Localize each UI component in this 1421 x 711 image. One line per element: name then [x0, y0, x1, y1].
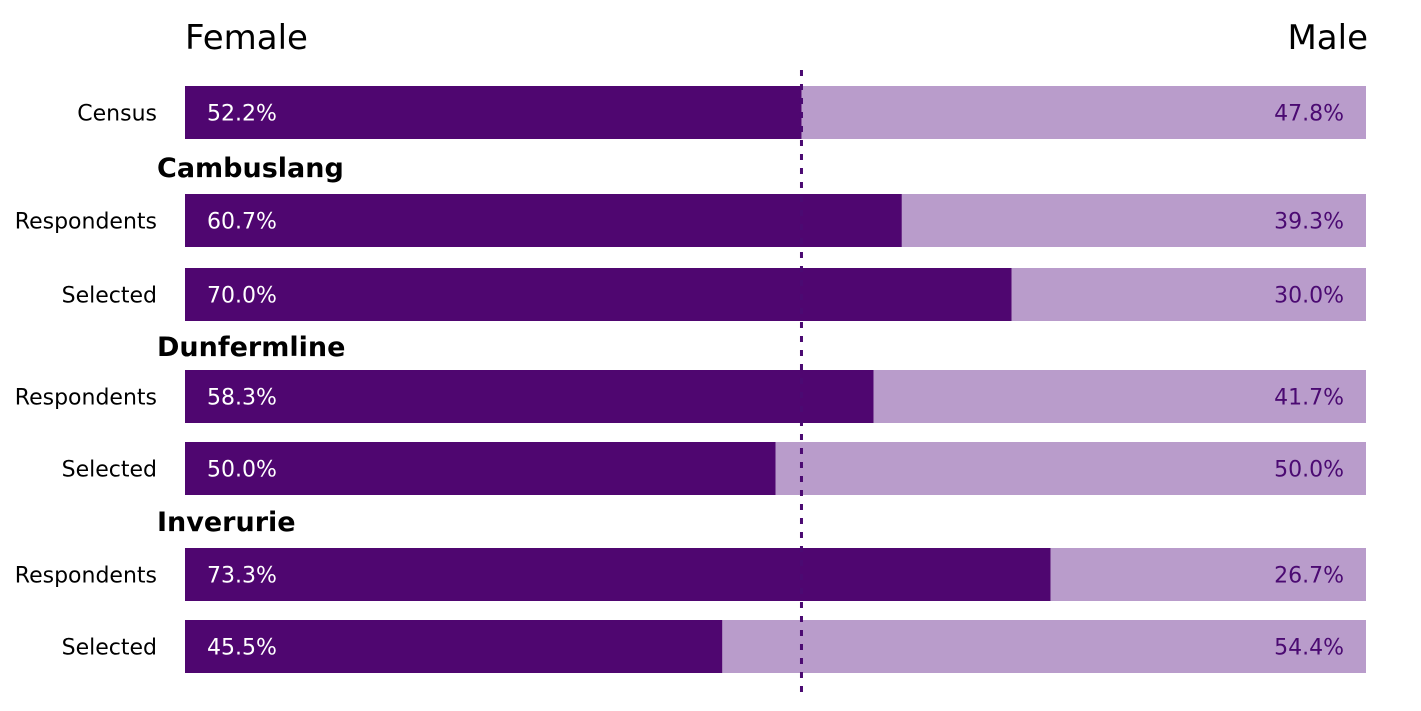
group-label-cambuslang: Cambuslang [157, 153, 344, 184]
bar-female-inverurie-respondents [185, 548, 1051, 601]
data-label-female-census: 52.2% [207, 102, 277, 127]
bar-female-census [185, 86, 802, 139]
group-label-inverurie: Inverurie [157, 507, 296, 538]
data-label-male-cambuslang-respondents: 39.3% [1274, 210, 1344, 235]
legend-male-title: Male [1287, 18, 1368, 58]
data-label-female-cambuslang-selected: 70.0% [207, 284, 277, 309]
bar-male-dunfermline-selected [775, 442, 1366, 495]
row-label-inverurie-respondents: Respondents [15, 564, 157, 589]
bar-female-cambuslang-respondents [185, 194, 902, 247]
data-label-female-dunfermline-respondents: 58.3% [207, 386, 277, 411]
legend-female-title: Female [185, 18, 308, 58]
data-label-female-dunfermline-selected: 50.0% [207, 458, 277, 483]
row-label-dunfermline-selected: Selected [62, 458, 157, 483]
data-label-female-inverurie-selected: 45.5% [207, 636, 277, 661]
bar-female-dunfermline-selected [185, 442, 776, 495]
row-label-cambuslang-selected: Selected [62, 284, 157, 309]
data-label-male-cambuslang-selected: 30.0% [1274, 284, 1344, 309]
group-label-dunfermline: Dunfermline [157, 332, 345, 363]
row-label-cambuslang-respondents: Respondents [15, 210, 157, 235]
bar-male-census [801, 86, 1366, 139]
bar-female-cambuslang-selected [185, 268, 1012, 321]
data-label-male-inverurie-selected: 54.4% [1274, 636, 1344, 661]
data-label-female-cambuslang-respondents: 60.7% [207, 210, 277, 235]
data-label-male-dunfermline-selected: 50.0% [1274, 458, 1344, 483]
bar-male-dunfermline-respondents [873, 370, 1366, 423]
bar-female-inverurie-selected [185, 620, 723, 673]
data-label-male-dunfermline-respondents: 41.7% [1274, 386, 1344, 411]
data-label-female-inverurie-respondents: 73.3% [207, 564, 277, 589]
data-label-male-inverurie-respondents: 26.7% [1274, 564, 1344, 589]
bar-female-dunfermline-respondents [185, 370, 874, 423]
row-label-census: Census [77, 102, 157, 127]
bar-male-cambuslang-selected [1011, 268, 1366, 321]
data-label-male-census: 47.8% [1274, 102, 1344, 127]
row-label-inverurie-selected: Selected [62, 636, 157, 661]
bar-male-cambuslang-respondents [901, 194, 1366, 247]
row-label-dunfermline-respondents: Respondents [15, 386, 157, 411]
bar-male-inverurie-respondents [1050, 548, 1366, 601]
bar-male-inverurie-selected [722, 620, 1366, 673]
